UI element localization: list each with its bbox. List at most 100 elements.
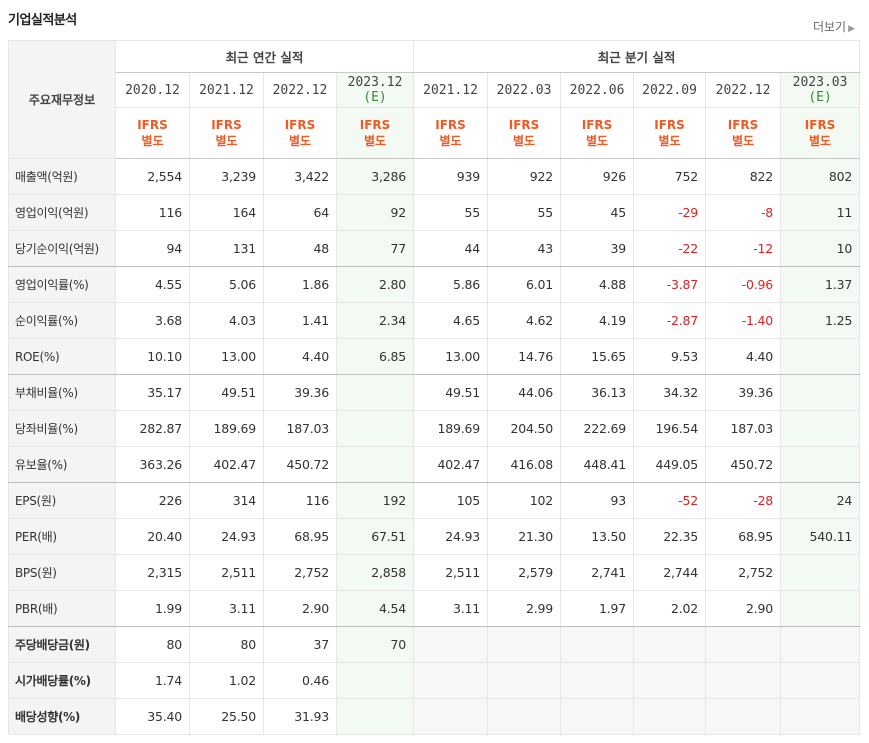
table-cell: 55 [413, 194, 489, 231]
annual-group-header: 최근 연간 실적 [114, 40, 415, 73]
more-link[interactable]: 더보기 ▶ [813, 18, 855, 35]
standard-scope: 별도 [731, 134, 755, 148]
estimate-mark: (E) [363, 90, 387, 105]
standard-type: IFRS [654, 118, 685, 132]
table-cell: 39 [560, 230, 635, 267]
accounting-standard: IFRS 별도 [263, 107, 337, 159]
table-cell: 5.86 [413, 266, 489, 303]
table-cell: 2,752 [705, 554, 782, 591]
label-column-header: 주요재무정보 [8, 40, 116, 159]
table-row: 당기순이익(억원) 94 131 48 77 44 43 39 -22 -12 10 [8, 230, 861, 267]
table-cell: 189.69 [413, 410, 489, 447]
table-cell [780, 662, 861, 699]
period-header: 2021.12 [189, 72, 264, 108]
table-cell [780, 410, 861, 447]
table-cell: 187.03 [705, 410, 782, 447]
table-cell [780, 626, 861, 663]
period-label: 2022.12 [272, 82, 328, 98]
table-cell: -52 [633, 482, 707, 519]
table-cell: 402.47 [189, 446, 264, 483]
table-cell: 2,579 [487, 554, 562, 591]
table-cell: 9.53 [633, 338, 707, 375]
table-cell: 80 [115, 626, 190, 663]
table-cell [335, 446, 415, 483]
table-cell: 4.55 [115, 266, 190, 303]
table-cell: -3.87 [633, 266, 707, 303]
table-cell: 2,752 [263, 554, 337, 591]
table-cell [335, 374, 415, 411]
table-cell: 222.69 [560, 410, 635, 447]
period-label: 2022.09 [642, 82, 697, 98]
table-cell: -8 [705, 194, 782, 231]
table-cell: 25.50 [189, 698, 264, 735]
row-label: 유보율(%) [8, 446, 116, 483]
standard-scope: 별도 [512, 134, 536, 148]
table-cell [780, 374, 861, 411]
table-cell: 402.47 [413, 446, 489, 483]
table-cell: 4.03 [189, 302, 264, 339]
row-label: 영업이익률(%) [8, 266, 116, 303]
table-cell: 2,511 [189, 554, 264, 591]
table-cell: 363.26 [115, 446, 190, 483]
standard-scope: 별도 [288, 134, 312, 148]
table-cell: 77 [335, 230, 415, 267]
table-cell: 3.68 [115, 302, 190, 339]
table-cell: 92 [335, 194, 415, 231]
table-cell: 116 [115, 194, 190, 231]
table-row: 영업이익률(%) 4.55 5.06 1.86 2.80 5.86 6.01 4.88 -3.8… [8, 266, 861, 303]
table-cell: 2.34 [335, 302, 415, 339]
table-cell [335, 698, 415, 735]
standard-type: IFRS [804, 118, 836, 132]
period-header: 2022.03 [487, 72, 562, 108]
period-label: 2023.03 [792, 75, 848, 90]
table-cell: 2,741 [560, 554, 635, 591]
table-cell: 450.72 [705, 446, 782, 483]
period-header: 2021.12 [413, 72, 489, 108]
table-cell: 4.62 [487, 302, 562, 339]
accounting-standard: IFRS 별도 [115, 107, 190, 159]
table-cell: 102 [487, 482, 562, 519]
table-cell [560, 662, 635, 699]
table-row: 주당배당금(원) 80 80 37 70 [8, 626, 861, 663]
table-cell: 39.36 [705, 374, 782, 411]
table-row: ROE(%) 10.10 13.00 4.40 6.85 13.00 14.76 15.65 9… [8, 338, 861, 375]
table-cell [413, 662, 489, 699]
row-label: 부채비율(%) [8, 374, 116, 411]
period-label: 2023.12 [347, 75, 403, 90]
table-cell: 2,511 [413, 554, 489, 591]
table-cell: 2.02 [633, 590, 707, 627]
table-cell: 2.99 [487, 590, 562, 627]
table-cell: 4.19 [560, 302, 635, 339]
table-cell: 22.35 [633, 518, 707, 555]
table-cell: -0.96 [705, 266, 782, 303]
table-cell: 196.54 [633, 410, 707, 447]
table-row: 매출액(억원) 2,554 3,239 3,422 3,286 939 922 926 752 8… [8, 158, 861, 195]
table-cell: 49.51 [413, 374, 489, 411]
table-row: PBR(배) 1.99 3.11 2.90 4.54 3.11 2.99 1.97 2.02 2.… [8, 590, 861, 627]
table-cell [487, 698, 562, 735]
period-label: 2020.12 [125, 82, 180, 98]
table-cell: 49.51 [189, 374, 264, 411]
table-cell: 2.90 [705, 590, 782, 627]
table-row: 배당성향(%) 35.40 25.50 31.93 [8, 698, 861, 735]
table-cell: 1.41 [263, 302, 337, 339]
table-cell: 4.65 [413, 302, 489, 339]
table-cell: 1.02 [189, 662, 264, 699]
accounting-standard: IFRS 별도 [705, 107, 782, 159]
table-cell: 39.36 [263, 374, 337, 411]
table-cell [633, 662, 707, 699]
table-cell: 10.10 [115, 338, 190, 375]
table-cell [780, 554, 861, 591]
table-cell [335, 662, 415, 699]
standard-scope: 별도 [585, 134, 609, 148]
table-cell: 6.85 [335, 338, 415, 375]
table-cell: 450.72 [263, 446, 337, 483]
table-cell: -2.87 [633, 302, 707, 339]
table-cell: 43 [487, 230, 562, 267]
table-cell: 4.40 [705, 338, 782, 375]
row-label: 시가배당률(%) [8, 662, 116, 699]
table-cell [487, 626, 562, 663]
period-label: 2022.12 [715, 82, 771, 98]
row-label: 당기순이익(억원) [8, 230, 116, 267]
table-row: 영업이익(억원) 116 164 64 92 55 55 45 -29 -8 11 [8, 194, 861, 231]
